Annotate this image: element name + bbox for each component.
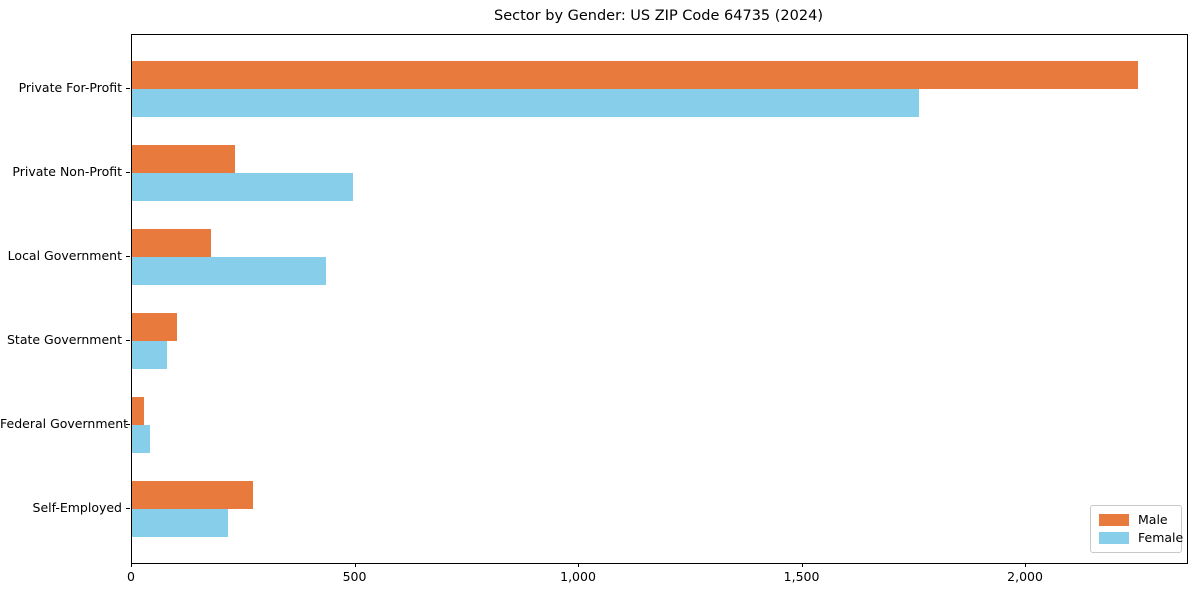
y-tick-label-1: Private Non-Profit xyxy=(12,164,122,179)
y-tick-label-5: Self-Employed xyxy=(32,500,122,515)
x-tick-mark-1 xyxy=(354,563,356,567)
x-tick-mark-2 xyxy=(578,563,580,567)
bar-female-3 xyxy=(132,341,167,369)
x-tick-mark-0 xyxy=(131,563,132,567)
bar-female-5 xyxy=(132,509,228,537)
x-tick-label-1: 500 xyxy=(342,569,367,584)
plot-area xyxy=(131,34,1188,564)
bar-female-4 xyxy=(132,425,150,453)
y-tick-mark-2 xyxy=(126,256,130,257)
y-tick-label-2: Local Government xyxy=(7,248,122,263)
bar-male-4 xyxy=(132,397,144,425)
bar-female-2 xyxy=(132,257,327,285)
x-tick-label-3: 1,500 xyxy=(783,569,820,584)
legend-swatch-female-icon xyxy=(1099,532,1129,544)
x-tick-mark-3 xyxy=(801,563,803,567)
legend-label-male: Male xyxy=(1138,512,1168,527)
bar-female-1 xyxy=(132,173,354,201)
legend-entry-female: Female xyxy=(1099,530,1183,546)
legend-entry-male: Male xyxy=(1099,512,1173,528)
bar-male-1 xyxy=(132,145,235,173)
x-tick-mark-4 xyxy=(1025,563,1027,567)
y-tick-mark-5 xyxy=(126,508,130,509)
legend-swatch-male-icon xyxy=(1099,514,1129,526)
bar-female-0 xyxy=(132,89,919,117)
x-tick-label-2: 1,000 xyxy=(560,569,596,584)
x-tick-label-0: 0 xyxy=(127,569,135,584)
legend-label-female: Female xyxy=(1138,530,1184,545)
legend: Male Female xyxy=(1090,505,1183,553)
y-tick-label-0: Private For-Profit xyxy=(18,80,122,95)
y-tick-mark-0 xyxy=(126,88,130,89)
bar-male-0 xyxy=(132,61,1138,89)
bar-male-5 xyxy=(132,481,254,509)
bar-male-2 xyxy=(132,229,212,257)
y-tick-mark-3 xyxy=(126,340,130,341)
y-tick-mark-1 xyxy=(126,172,130,173)
y-tick-label-4: Federal Government xyxy=(0,416,129,431)
y-tick-mark-4 xyxy=(126,424,130,425)
bar-male-3 xyxy=(132,313,177,341)
x-tick-label-4: 2,000 xyxy=(1007,569,1043,584)
y-tick-label-3: State Government xyxy=(6,332,122,347)
chart-title: Sector by Gender: US ZIP Code 64735 (202… xyxy=(494,8,823,24)
